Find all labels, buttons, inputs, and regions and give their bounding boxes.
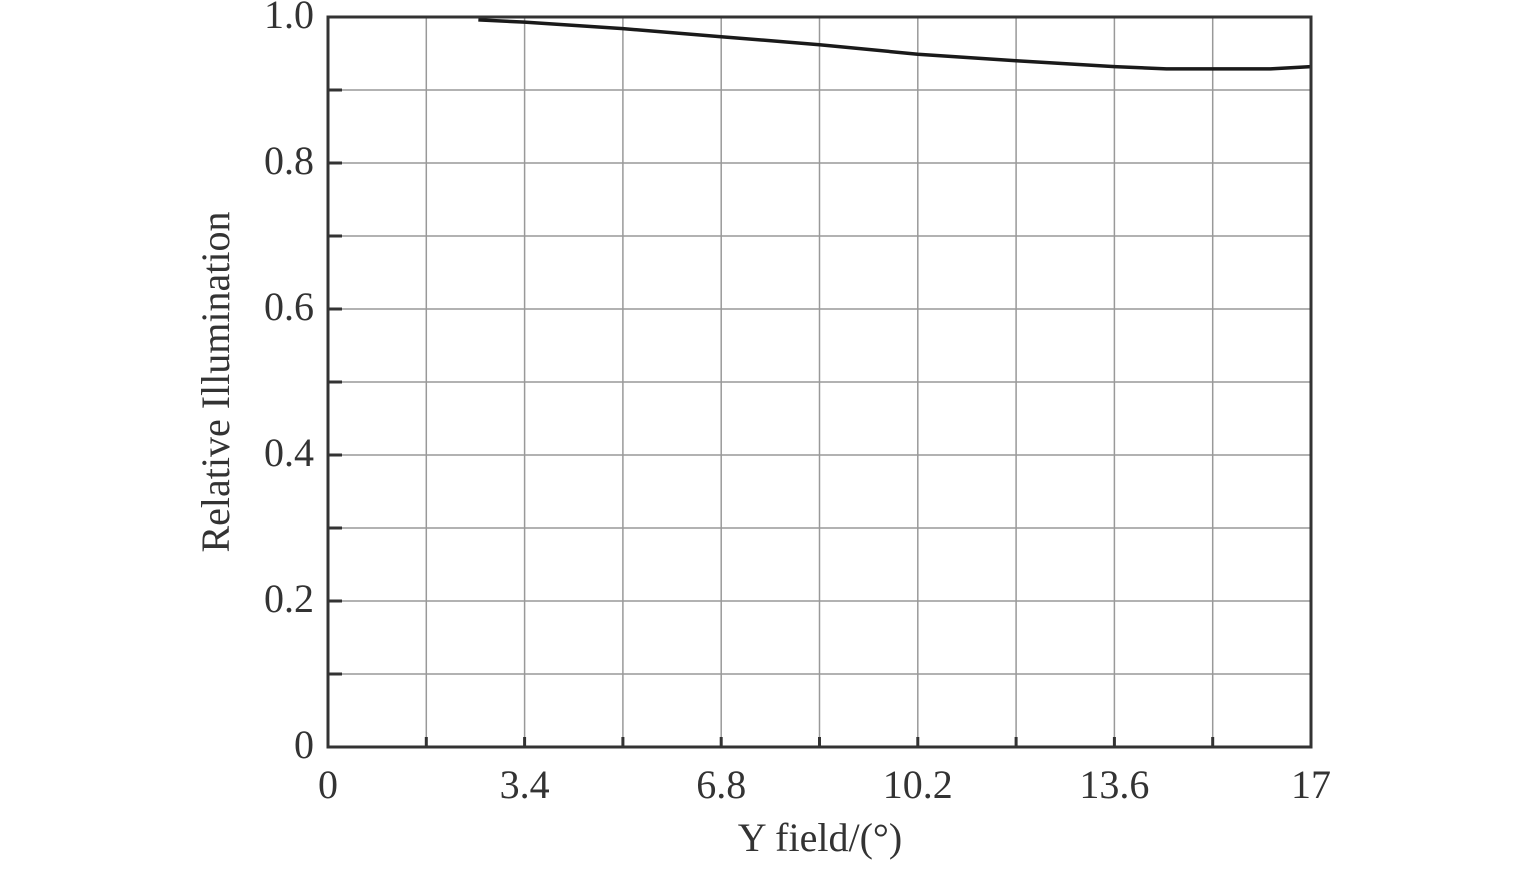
x-tick-label: 3.4 — [500, 762, 550, 807]
x-axis-label: Y field/(°) — [738, 815, 902, 860]
y-tick-label: 0.6 — [264, 284, 314, 329]
x-tick-label: 10.2 — [883, 762, 953, 807]
y-axis-label: Relative Illumination — [193, 211, 238, 552]
data-line — [478, 18, 1312, 71]
y-tick-label: 0 — [294, 722, 314, 767]
plot-frame — [326, 15, 1313, 749]
x-tick-label: 13.6 — [1079, 762, 1149, 807]
y-tick-label: 0.2 — [264, 576, 314, 621]
y-tick-label: 1.0 — [264, 0, 314, 37]
y-tick-label: 0.8 — [264, 138, 314, 183]
x-tick-label: 17 — [1291, 762, 1331, 807]
x-tick-label: 6.8 — [696, 762, 746, 807]
x-tick-label: 0 — [318, 762, 338, 807]
y-tick-label: 0.4 — [264, 430, 314, 475]
